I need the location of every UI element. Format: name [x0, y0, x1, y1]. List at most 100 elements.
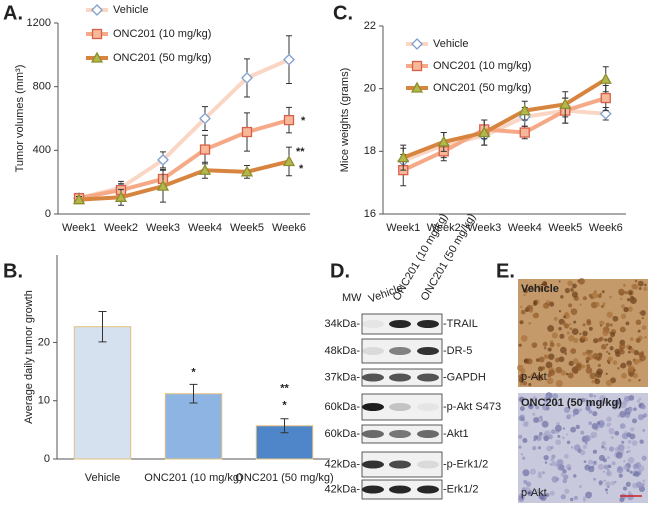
cell [594, 290, 597, 293]
cell [601, 399, 606, 405]
cell [601, 441, 606, 446]
cell [641, 317, 645, 320]
cell [638, 287, 642, 291]
cell [547, 347, 552, 352]
cell [566, 331, 570, 335]
cell [638, 397, 642, 401]
cell [619, 326, 626, 333]
cell [582, 330, 588, 337]
cell [630, 297, 635, 303]
marker [91, 28, 103, 40]
cell [519, 320, 524, 325]
cell [634, 471, 640, 477]
x-tick-label: Week3 [146, 222, 180, 234]
cell [564, 453, 569, 459]
cell [543, 454, 549, 461]
cell [532, 412, 536, 416]
cell [607, 464, 612, 469]
marker [411, 38, 423, 50]
cell [633, 407, 637, 411]
cell [619, 497, 625, 503]
cell [549, 342, 555, 348]
cell [533, 435, 538, 440]
cell [628, 394, 635, 401]
error-bar [280, 418, 289, 434]
blot-band [362, 485, 384, 494]
cell [543, 398, 548, 403]
cell [522, 456, 526, 460]
x-tick-label: Vehicle [85, 472, 120, 484]
image-title: Vehicle [521, 283, 559, 295]
y-axis-label: Mice weights (grams) [339, 68, 351, 173]
cell [603, 464, 609, 470]
cell [551, 476, 559, 483]
legend-label: Vehicle [113, 4, 148, 16]
y-axis-label: Average daily tumor growth [23, 290, 35, 424]
cell [644, 335, 647, 339]
cell [627, 298, 631, 302]
marker [282, 155, 296, 167]
cell [566, 433, 569, 436]
cell [586, 400, 594, 407]
cell [585, 356, 591, 362]
marker [283, 53, 295, 66]
cell [571, 291, 578, 298]
cell [543, 346, 547, 350]
cell [585, 349, 591, 355]
cell [612, 315, 619, 322]
cell [538, 493, 545, 500]
cell [637, 414, 644, 421]
panel-label: B. [3, 260, 23, 282]
x-tick-label: Week5 [230, 222, 264, 234]
cell [551, 332, 558, 339]
cell [624, 431, 628, 434]
cell [611, 461, 616, 466]
cell [559, 333, 565, 339]
cell [582, 351, 587, 356]
cell [573, 474, 577, 478]
marker [156, 179, 170, 191]
x-tick-label: Week4 [188, 222, 222, 234]
cell [607, 456, 610, 459]
cell [529, 468, 537, 475]
cell [542, 471, 545, 474]
bar [164, 393, 223, 460]
cell [592, 449, 598, 454]
cell [609, 323, 613, 327]
cell [627, 364, 631, 368]
cell [573, 444, 581, 451]
cell [520, 453, 523, 456]
cell [531, 342, 538, 349]
cell [614, 430, 620, 436]
cell [606, 350, 609, 354]
cell [619, 343, 626, 350]
blot-band [389, 320, 411, 328]
cell [581, 335, 586, 340]
cell [629, 433, 636, 440]
blot-band [417, 403, 439, 411]
cell [578, 484, 583, 489]
cell [593, 394, 597, 398]
cell [619, 349, 625, 355]
cell [594, 378, 601, 385]
cell [642, 479, 646, 483]
cell [532, 396, 538, 402]
cell [635, 481, 643, 488]
cell [629, 337, 634, 341]
cell [555, 380, 563, 387]
marker [411, 60, 423, 72]
cell [569, 327, 573, 330]
error-bar [98, 311, 107, 343]
cell [572, 414, 576, 417]
marker [600, 92, 611, 104]
marker [240, 165, 254, 177]
cell [577, 279, 581, 283]
cell [593, 461, 596, 464]
cell [549, 490, 555, 496]
cell [585, 442, 588, 445]
cell [643, 413, 648, 418]
marker [91, 4, 103, 16]
y-tick-label: 0 [45, 208, 51, 220]
cell [523, 288, 529, 294]
